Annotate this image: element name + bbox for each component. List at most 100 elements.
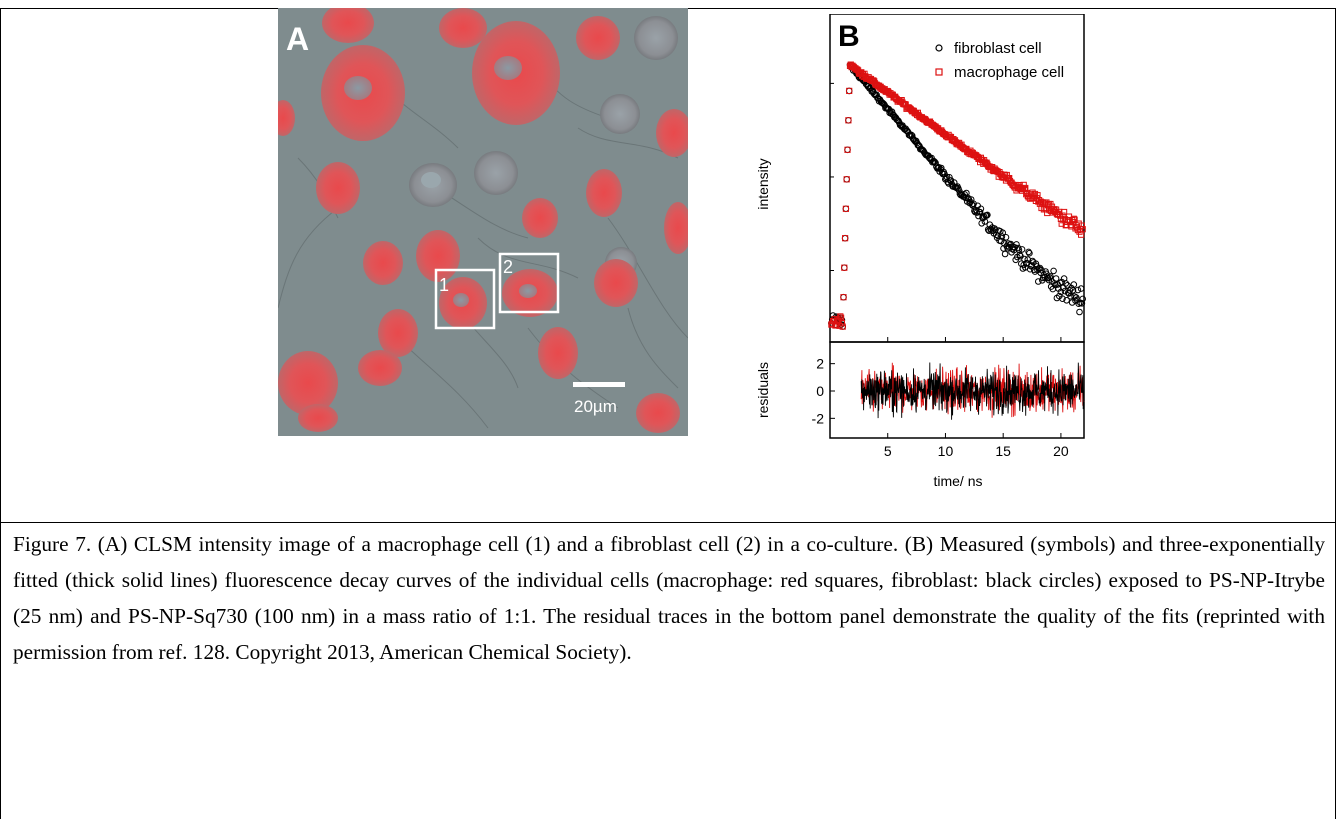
microscopy-image-panel: 1 2 A 20µm	[278, 8, 688, 436]
x-tick-label: 15	[995, 443, 1011, 459]
data-point	[970, 200, 977, 208]
data-point	[999, 229, 1006, 236]
data-point	[976, 208, 984, 216]
data-point	[837, 313, 844, 320]
residual-tick-label: -2	[812, 410, 825, 426]
figure-caption-divider	[0, 522, 1336, 523]
log-axis-ticks	[830, 82, 834, 272]
data-point	[843, 176, 850, 183]
scale-bar-label: 20µm	[574, 397, 617, 416]
data-point	[1001, 250, 1009, 258]
data-point	[841, 264, 848, 271]
data-point	[840, 294, 847, 301]
data-point	[846, 87, 853, 95]
y-axis-label: intensity	[755, 158, 771, 209]
data-point	[1026, 249, 1033, 257]
cell-micrograph: 1 2 A 20µm	[278, 8, 688, 436]
legend-marker-fibroblast	[935, 44, 943, 52]
series-macrophage	[828, 61, 1086, 330]
x-tick-label: 20	[1053, 443, 1069, 459]
data-point	[1025, 248, 1032, 256]
data-point	[1013, 241, 1020, 248]
roi-box-2	[498, 252, 560, 314]
data-point	[983, 212, 990, 219]
data-point	[977, 205, 985, 213]
residual-plot-frame	[829, 341, 1085, 439]
data-point	[1070, 215, 1077, 222]
roi-box-1-label: 1	[439, 275, 449, 295]
data-point	[1061, 208, 1068, 216]
data-point	[1078, 300, 1086, 307]
x-axis-label: time/ ns	[933, 473, 982, 489]
x-tick-label: 5	[884, 443, 892, 459]
data-point	[888, 108, 896, 115]
data-point	[1063, 297, 1070, 304]
data-point	[998, 233, 1006, 240]
data-point	[993, 167, 1000, 174]
data-point	[838, 320, 846, 327]
cells	[278, 8, 688, 433]
data-point	[1076, 308, 1083, 316]
roi-box-1	[434, 268, 496, 330]
data-point	[961, 191, 968, 198]
data-point	[844, 146, 851, 153]
data-point	[1018, 246, 1026, 253]
data-point	[842, 235, 849, 242]
data-point	[1079, 226, 1086, 233]
data-point	[840, 293, 847, 301]
data-point	[841, 264, 848, 271]
data-point	[873, 91, 880, 99]
legend-label-macrophage: macrophage cell	[954, 64, 1064, 81]
data-point	[929, 158, 936, 166]
roi-box-2-label: 2	[503, 257, 513, 277]
residual-axis-ticks: 2 0 -2	[812, 356, 835, 426]
data-series	[828, 61, 1087, 330]
residual-trace-fibroblast	[860, 362, 1085, 420]
data-point	[1016, 251, 1024, 259]
data-point	[845, 117, 852, 124]
data-point	[1074, 286, 1082, 294]
legend-marker-macrophage	[935, 68, 943, 76]
data-point	[1071, 216, 1078, 223]
data-point	[930, 157, 938, 165]
data-point	[845, 87, 853, 95]
data-point	[1078, 222, 1085, 229]
scale-bar	[573, 382, 625, 387]
data-point	[1035, 278, 1042, 285]
series-fibroblast	[828, 61, 1087, 330]
decay-chart: 5 10 15 20 20-2 B fibroblast cell macrophag…	[755, 13, 1087, 489]
x-axis-ticks: 5 10 15 20	[884, 337, 1069, 459]
data-point	[843, 176, 850, 183]
data-point	[839, 323, 846, 330]
data-point	[1050, 267, 1057, 275]
data-point	[1070, 281, 1078, 288]
data-point	[1059, 295, 1066, 303]
x-tick-label: 10	[938, 443, 954, 459]
residual-tick-label: 2	[816, 356, 824, 372]
residual-traces	[860, 362, 1085, 420]
panel-b-label: B	[838, 20, 860, 53]
figure-frame-left	[0, 8, 1, 819]
panel-a-label: A	[286, 21, 309, 57]
data-point	[984, 211, 991, 219]
data-point	[844, 146, 851, 154]
decay-chart-panel: 5 10 15 20 2 0 -2 B fibroblast cell macrophag…	[752, 13, 1092, 494]
data-point	[842, 205, 850, 212]
data-point	[1062, 280, 1070, 287]
data-point	[950, 179, 958, 186]
chart-legend: fibroblast cell macrophage cell	[935, 40, 1064, 81]
data-point	[1077, 285, 1085, 292]
data-point	[962, 194, 969, 202]
data-point	[1002, 234, 1010, 241]
residual-tick-label: 0	[816, 383, 824, 399]
figure-caption: Figure 7. (A) CLSM intensity image of a …	[13, 532, 1325, 664]
data-point	[1079, 295, 1087, 303]
data-point	[842, 205, 850, 213]
data-point	[1032, 260, 1040, 267]
data-point	[1005, 240, 1012, 247]
data-point	[841, 234, 849, 242]
data-point	[1068, 299, 1076, 306]
data-point	[946, 174, 953, 181]
residuals-axis-label: residuals	[755, 362, 771, 418]
data-point	[845, 117, 852, 124]
